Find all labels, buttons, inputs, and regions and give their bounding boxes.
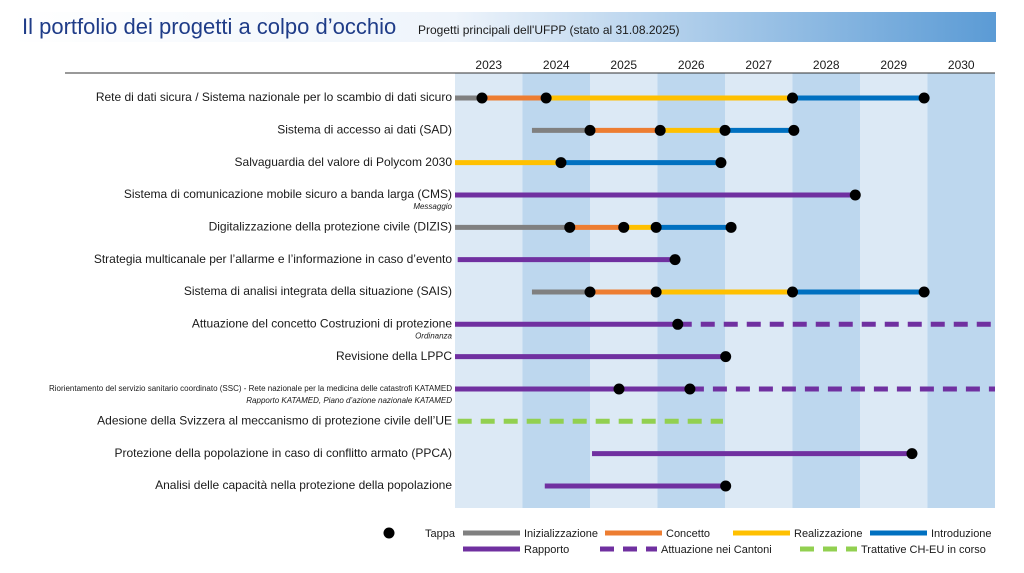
project-label: Rete di dati sicura / Sistema nazionale … <box>96 90 453 104</box>
project-label: Sistema di analisi integrata della situa… <box>184 284 452 298</box>
project-sublabel: Rapporto KATAMED, Piano d’azione naziona… <box>246 396 452 405</box>
legend-label: Rapporto <box>524 544 569 556</box>
year-column <box>927 73 995 508</box>
legend-label: Trattative CH-EU in corso <box>861 544 986 556</box>
milestone <box>650 221 662 233</box>
milestone <box>918 92 930 104</box>
x-tick-label: 2027 <box>745 58 772 72</box>
project-label: Digitalizzazione della protezione civile… <box>209 219 452 233</box>
legend-label: Introduzione <box>931 528 992 540</box>
x-tick-label: 2024 <box>543 58 570 72</box>
milestone <box>613 383 625 395</box>
milestone <box>720 480 732 492</box>
milestone <box>669 254 681 266</box>
project-label: Riorientamento del servizio sanitario co… <box>49 384 452 393</box>
legend-label: Concetto <box>666 528 710 540</box>
milestone <box>650 286 662 298</box>
legend-label: Inizializzazione <box>524 528 598 540</box>
milestone <box>787 286 798 298</box>
project-label: Revisione della LPPC <box>336 349 452 363</box>
x-tick-label: 2025 <box>610 58 637 72</box>
milestone <box>672 318 684 330</box>
project-sublabel: Messaggio <box>413 202 452 211</box>
milestone <box>684 383 696 395</box>
x-tick-label: 2028 <box>813 58 840 72</box>
milestone <box>719 124 731 136</box>
milestone <box>564 221 576 233</box>
milestone <box>584 286 596 298</box>
milestone <box>787 92 798 104</box>
chart-subtitle: Progetti principali dell'UFPP (stato al … <box>418 23 680 37</box>
project-sublabel: Ordinanza <box>415 331 452 340</box>
milestone <box>540 92 552 104</box>
milestone <box>918 286 930 298</box>
project-label: Strategia multicanale per l’allarme e l’… <box>94 252 453 266</box>
x-tick-label: 2029 <box>880 58 907 72</box>
milestone <box>654 124 666 136</box>
milestone <box>555 157 567 169</box>
project-label: Sistema di comunicazione mobile sicuro a… <box>124 187 452 201</box>
project-label: Protezione della popolazione in caso di … <box>114 446 452 460</box>
milestone <box>906 448 918 460</box>
milestone <box>849 189 861 201</box>
milestone <box>618 221 630 233</box>
project-label: Analisi delle capacità nella protezione … <box>155 478 452 492</box>
header-band <box>10 12 996 42</box>
milestone <box>725 221 737 233</box>
chart-title: Il portfolio dei progetti a colpo d’occh… <box>22 14 396 39</box>
legend-label: Tappa <box>425 528 456 540</box>
project-label: Adesione della Svizzera al meccanismo di… <box>97 413 452 427</box>
milestone <box>715 157 727 169</box>
milestone <box>788 124 800 136</box>
milestone <box>720 351 732 363</box>
legend-milestone <box>383 527 395 539</box>
project-label: Salvaguardia del valore di Polycom 2030 <box>235 155 453 169</box>
milestone <box>584 124 596 136</box>
legend-label: Attuazione nei Cantoni <box>661 544 772 556</box>
project-label: Sistema di accesso ai dati (SAD) <box>277 123 452 137</box>
x-tick-label: 2030 <box>948 58 975 72</box>
year-column <box>455 73 523 508</box>
legend-label: Realizzazione <box>794 528 862 540</box>
project-label: Attuazione del concetto Costruzioni di p… <box>192 316 452 330</box>
milestone <box>476 92 488 104</box>
x-tick-label: 2023 <box>475 58 502 72</box>
x-tick-label: 2026 <box>678 58 705 72</box>
